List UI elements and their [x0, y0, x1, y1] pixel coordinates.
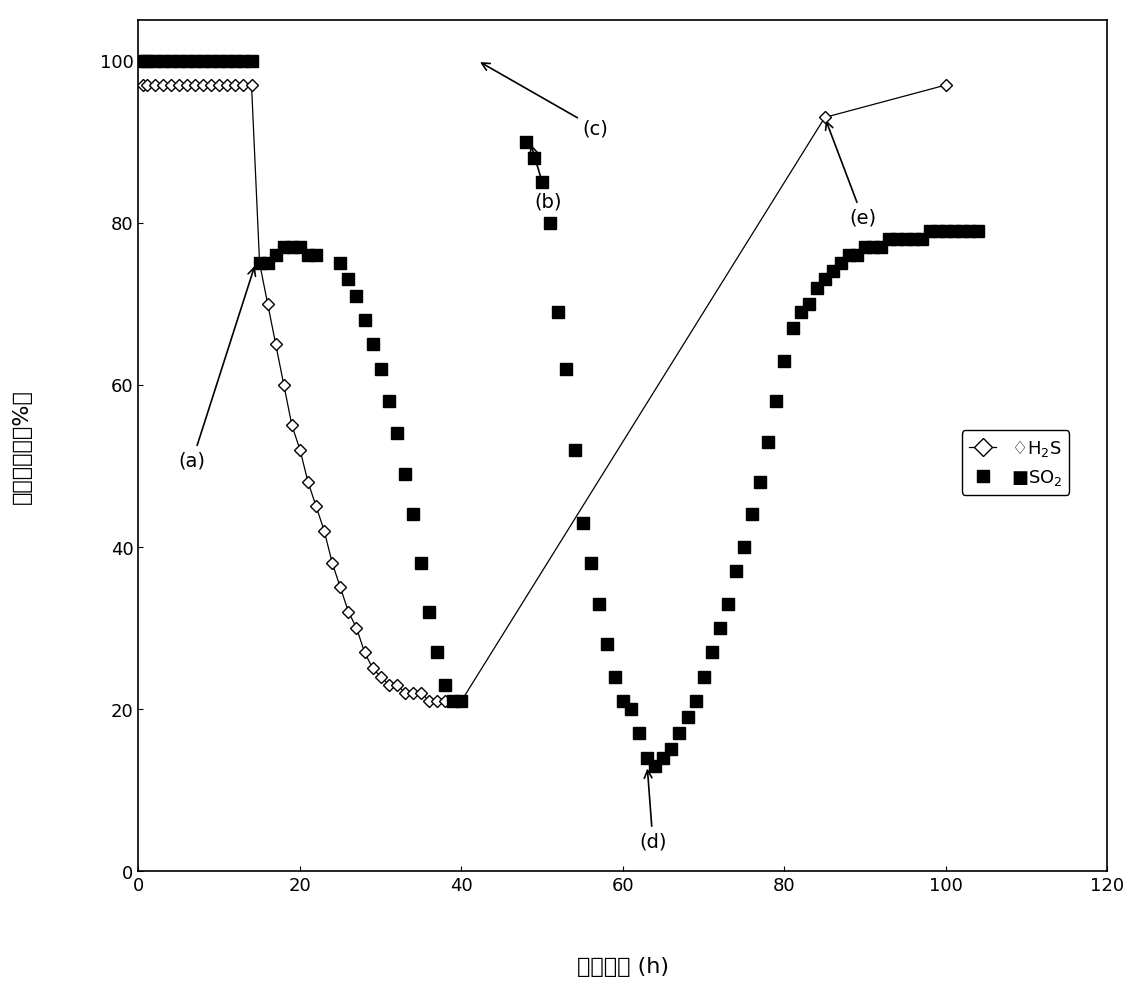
- Text: 硯去除效率（%）: 硯去除效率（%）: [11, 388, 32, 503]
- Legend: $\diamondsuit$H$_2$S, $\blacksquare$SO$_2$: $\diamondsuit$H$_2$S, $\blacksquare$SO$_…: [962, 431, 1069, 495]
- Text: (e): (e): [826, 123, 876, 227]
- Text: (b): (b): [530, 147, 561, 211]
- Text: (d): (d): [639, 771, 666, 851]
- Text: 反应时间 (h): 反应时间 (h): [577, 956, 669, 976]
- Text: (a): (a): [179, 268, 255, 470]
- Text: (c): (c): [482, 63, 608, 138]
